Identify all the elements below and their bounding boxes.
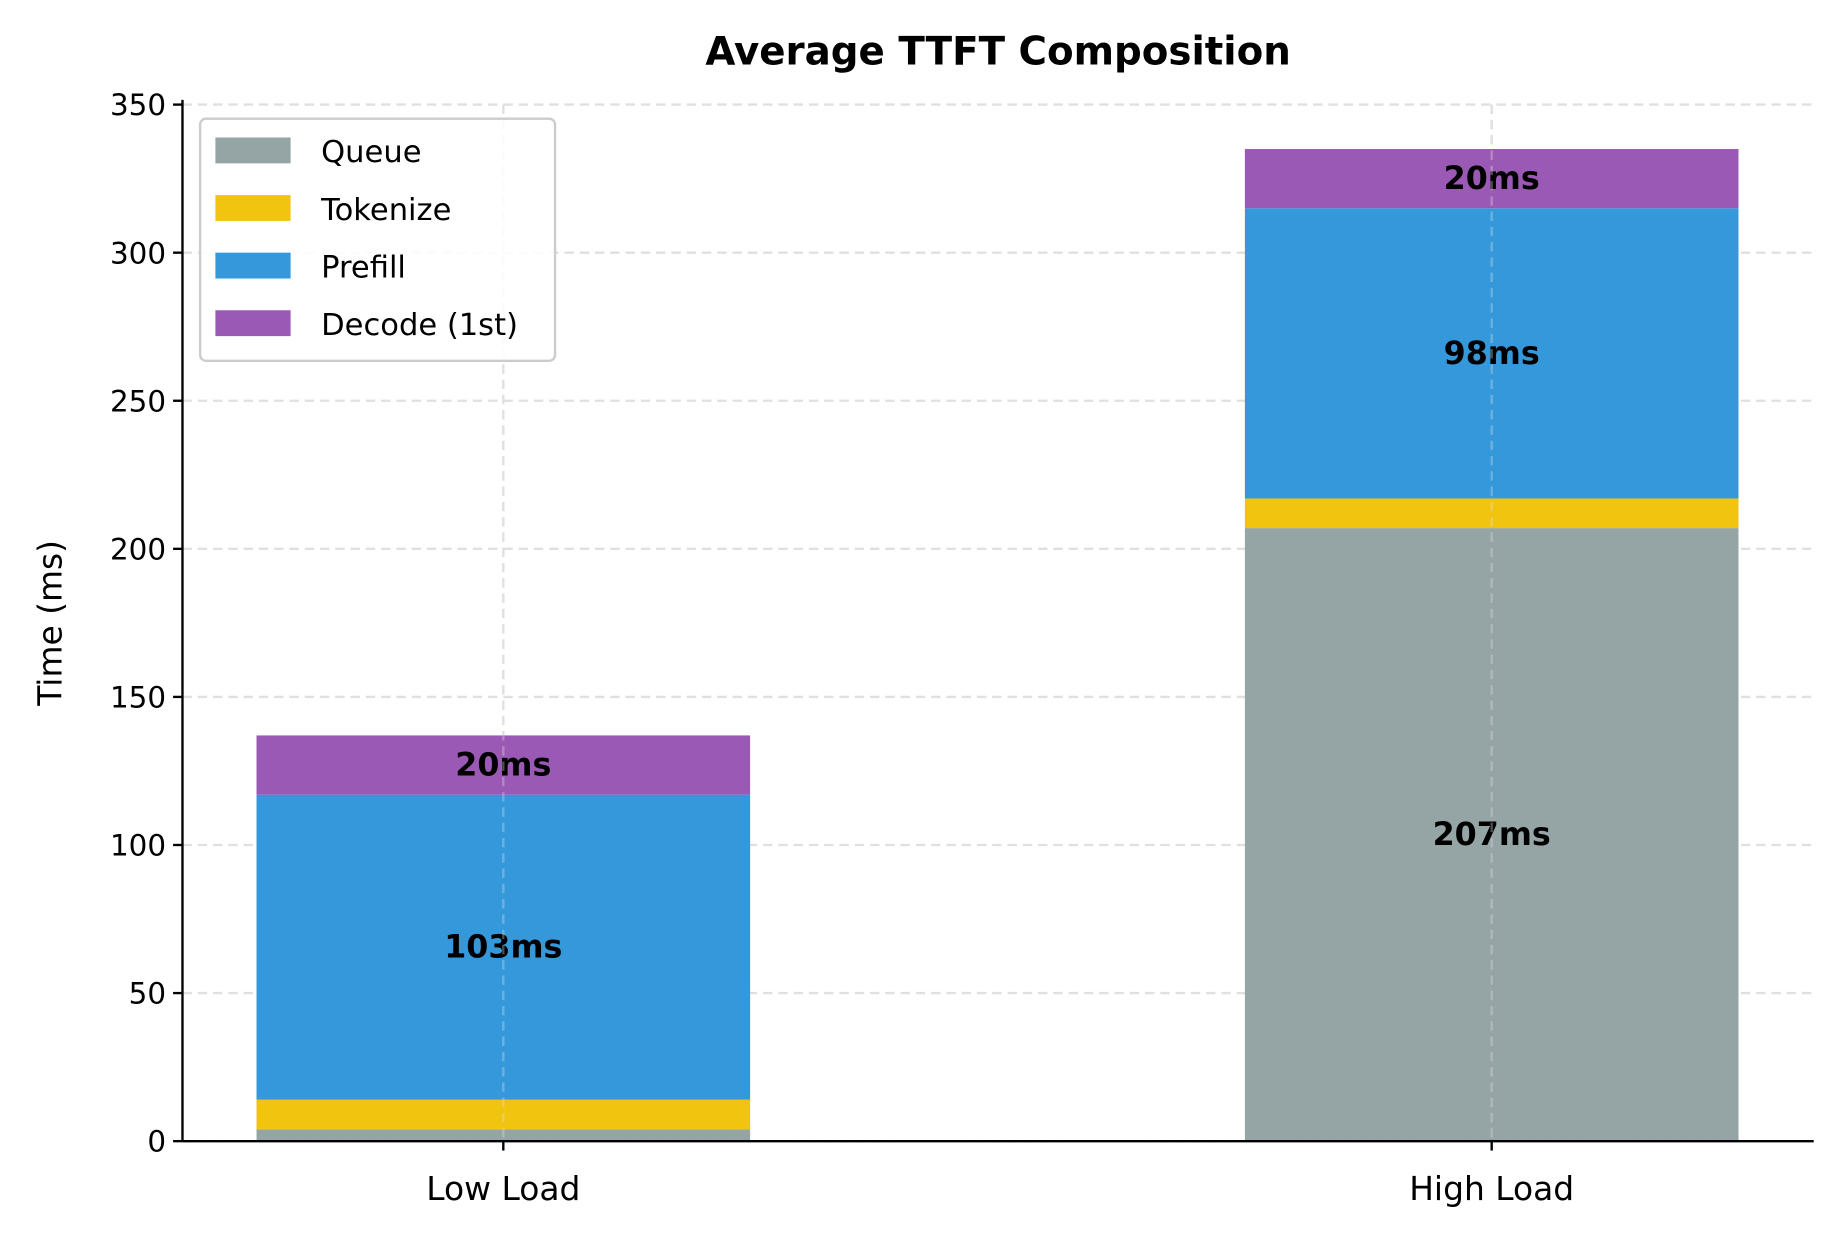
data-label: 20ms: [455, 748, 551, 784]
legend-swatch: [215, 195, 291, 221]
bar-segment-tokenize: [256, 1099, 751, 1130]
axes: 0 50 100 150 200 250 300 350 Low Load High Load: [110, 88, 1814, 1208]
bar-segment-queue: [256, 1129, 751, 1142]
y-tick-label: 150: [110, 680, 166, 714]
data-label: 20ms: [1444, 161, 1540, 197]
legend-label: Prefill: [321, 250, 406, 285]
data-label: 98ms: [1444, 336, 1540, 372]
chart-title: Average TTFT Composition: [705, 30, 1290, 75]
y-tick-label: 0: [147, 1125, 166, 1159]
data-label: 207ms: [1433, 817, 1551, 853]
data-label: 103ms: [444, 930, 562, 966]
bars: 103ms 20ms 207ms 98ms 20ms: [256, 104, 1739, 1142]
bar-segment-decode-1st-: [1244, 149, 1739, 209]
x-tick-label: High Load: [1409, 1169, 1574, 1208]
bar-segment-tokenize: [1244, 498, 1739, 529]
legend-box: [198, 117, 557, 362]
y-tick-label: 200: [110, 532, 166, 566]
bar-segment-prefill: [1244, 208, 1739, 499]
y-tick-label: 350: [110, 88, 166, 122]
legend-swatch: [215, 252, 291, 279]
bar-segment-decode-1st-: [256, 735, 751, 795]
legend: Queue Tokenize Prefill Decode (1st): [198, 117, 557, 362]
y-tick-label: 300: [110, 236, 166, 270]
legend-label: Tokenize: [320, 193, 451, 228]
legend-label: Queue: [321, 135, 421, 170]
legend-label: Decode (1st): [321, 308, 518, 343]
y-tick-label: 250: [110, 384, 166, 418]
y-tick-label: 100: [110, 829, 166, 863]
legend-swatch: [215, 310, 291, 337]
legend-swatch: [215, 137, 291, 164]
bar-segment-queue: [1244, 528, 1739, 1142]
x-tick-label: Low Load: [426, 1169, 580, 1208]
bar-segment-prefill: [256, 794, 751, 1100]
y-tick-label: 50: [129, 977, 166, 1011]
y-axis-label: Time (ms): [30, 540, 69, 707]
